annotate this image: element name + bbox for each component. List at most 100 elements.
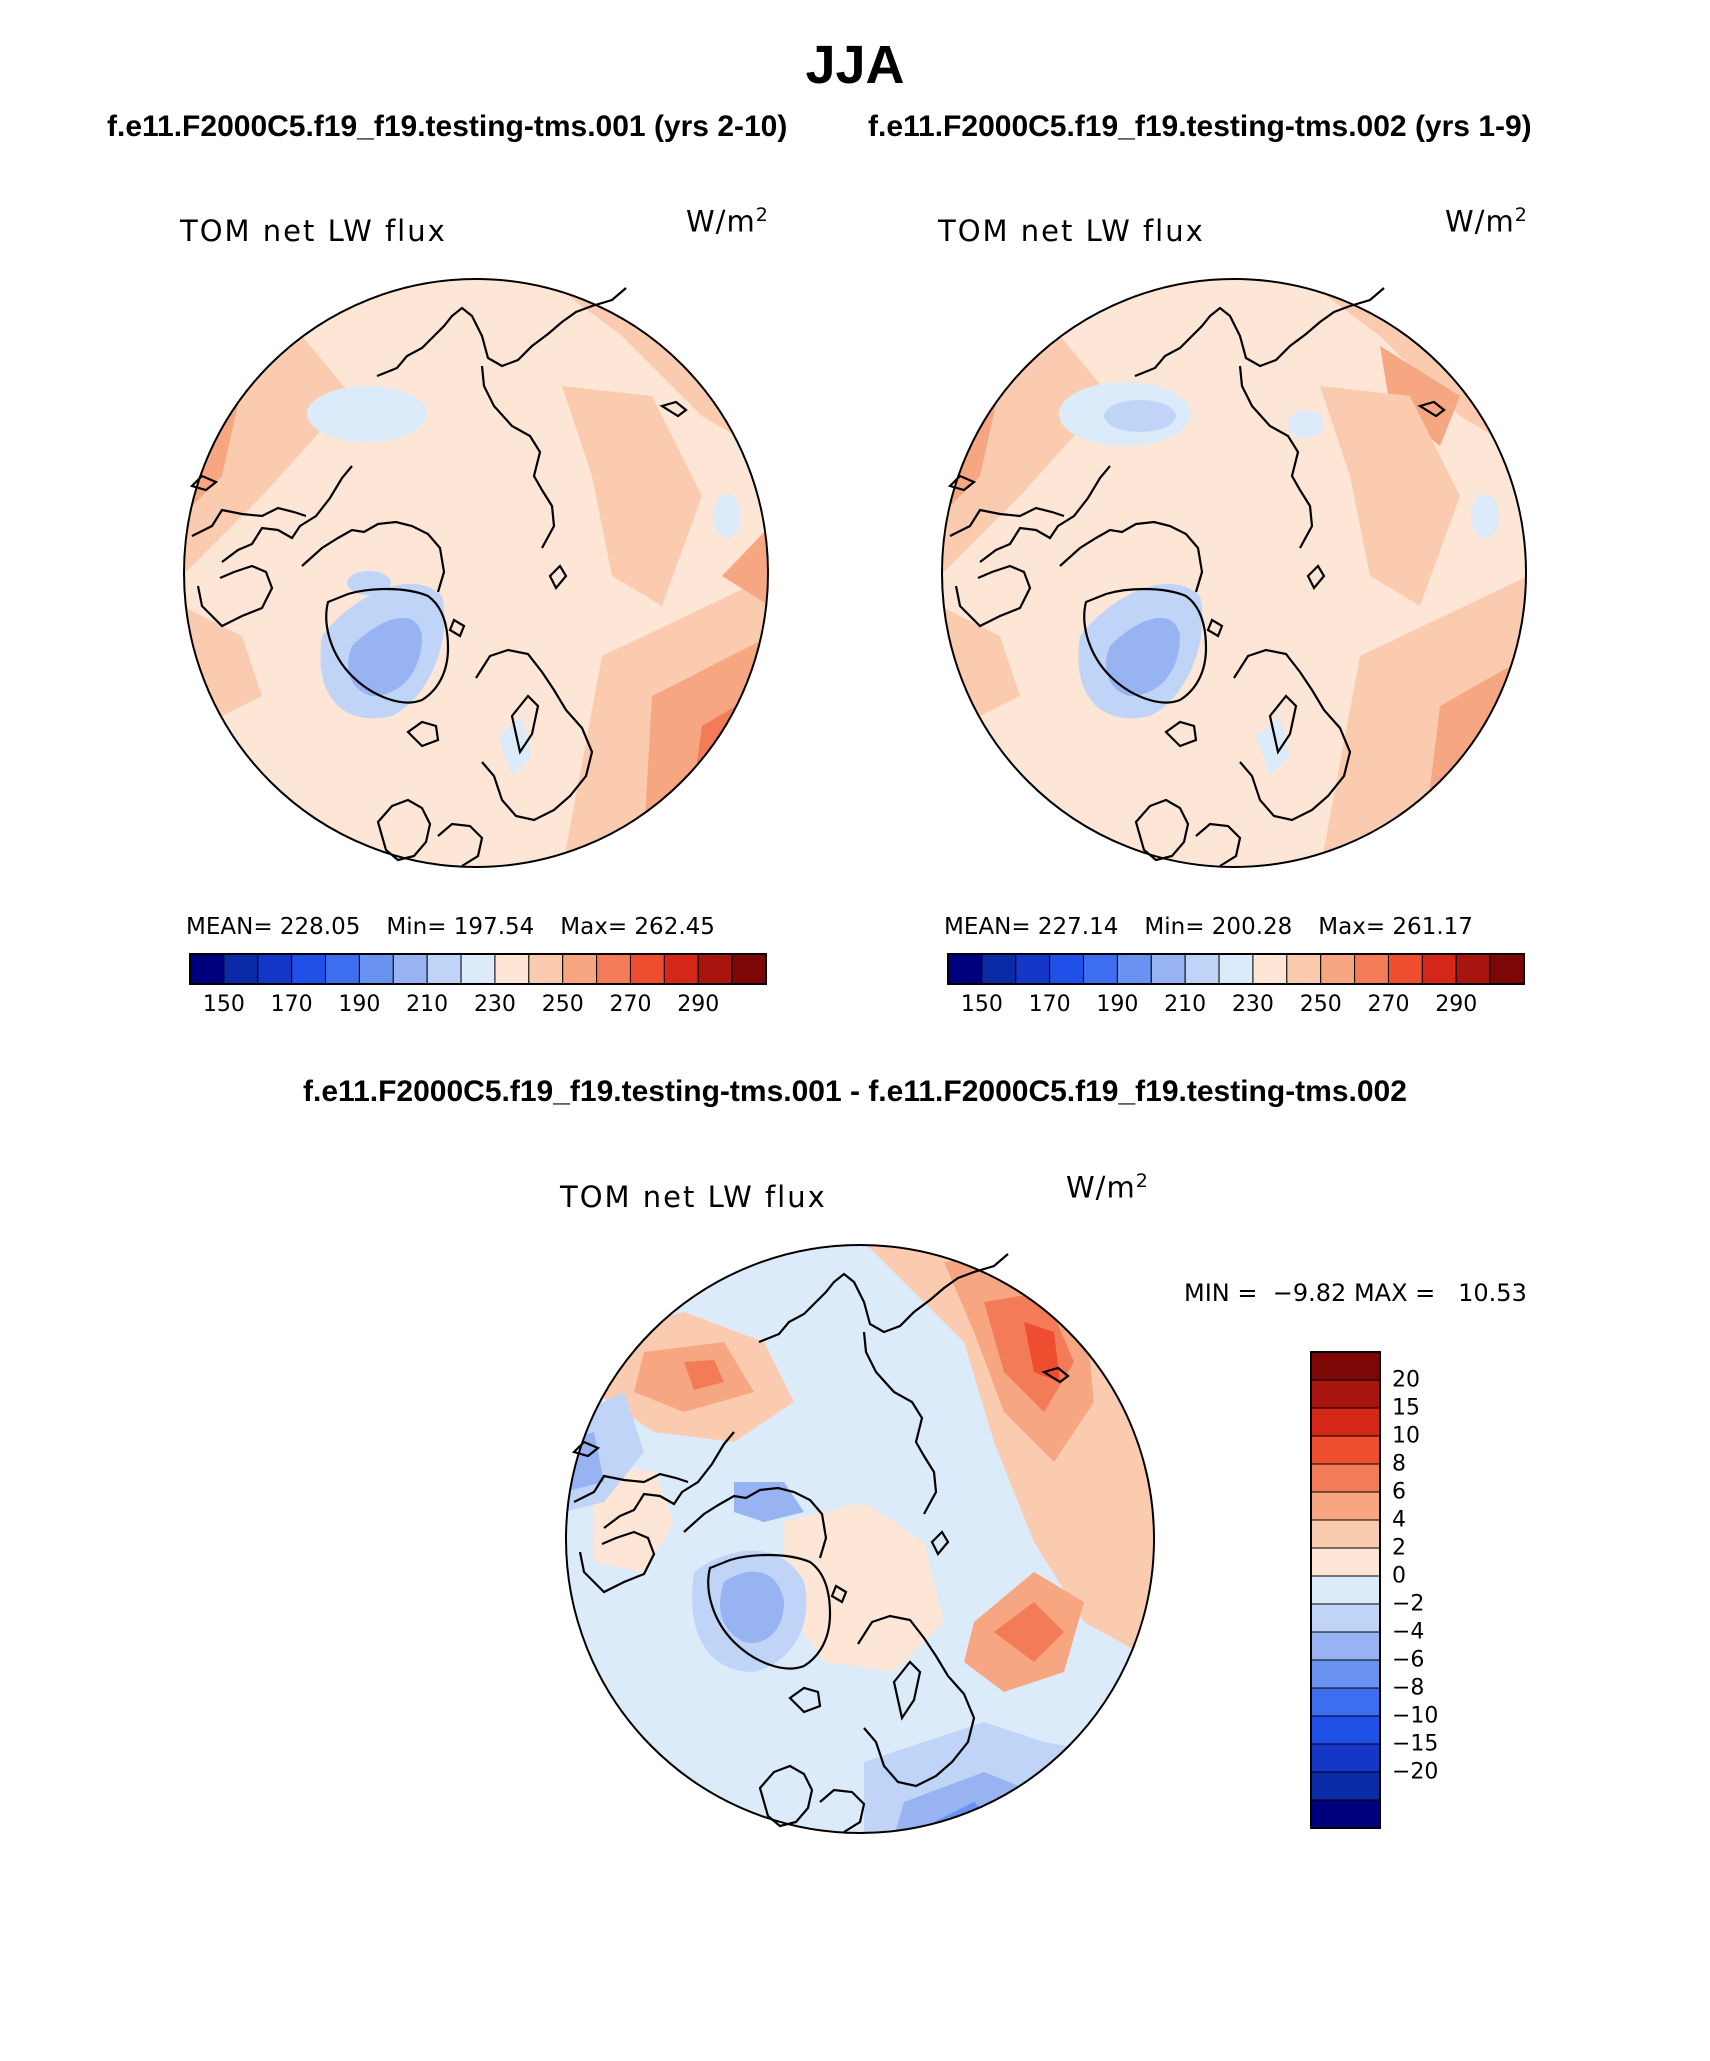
map-fill-cool-greenland-core [1106, 617, 1180, 696]
colorbar-cell [1252, 953, 1288, 985]
colorbar-tick-label: 170 [1028, 992, 1071, 1017]
colorbar-tick-label: 150 [960, 992, 1003, 1017]
colorbar-cell [1310, 1407, 1381, 1437]
right-case-title: f.e11.F2000C5.f19_f19.testing-tms.002 (y… [868, 110, 1532, 143]
colorbar-cell [981, 953, 1017, 985]
map-fill-cool-north [1288, 410, 1324, 438]
coastline-alaska [573, 1472, 689, 1503]
colorbar-cell [697, 953, 733, 985]
colorbar-tick-label: 250 [1299, 992, 1342, 1017]
colorbar-frame [947, 953, 1525, 985]
colorbar-cell [1489, 953, 1525, 985]
colorbar-cell [358, 953, 394, 985]
coastline-svalbard [830, 1584, 848, 1604]
colorbar-tick-label: −15 [1392, 1731, 1439, 1757]
coastline-novaya-zemlya [548, 564, 568, 590]
colorbar-cell [1310, 1715, 1381, 1745]
colorbar-cell [1083, 953, 1118, 985]
right-colorbar-ticks: 150 170 190 210 230 250 270 290 [948, 992, 1524, 1022]
colorbar-cell [257, 953, 293, 985]
colorbar-cell [1310, 1659, 1381, 1689]
map-fill-warm-east-peak [1024, 1322, 1060, 1382]
colorbar-tick-label: 0 [1392, 1563, 1406, 1589]
colorbar-tick-label: 20 [1392, 1367, 1420, 1393]
colorbar-cell [1455, 953, 1491, 985]
left-units: W/m2 [686, 204, 769, 239]
colorbar-tick-label: 170 [270, 992, 313, 1017]
coastline-baltic [1268, 694, 1298, 755]
colorbar-cell [562, 953, 598, 985]
colorbar-cell [1184, 953, 1220, 985]
diff-polar-map [565, 1244, 1155, 1834]
colorbar-tick-label: 10 [1392, 1423, 1420, 1449]
map-fill-cool-baltic [1256, 716, 1290, 776]
colorbar-cell [1310, 1351, 1381, 1381]
coastline-iceland [406, 720, 440, 748]
map-fill-warm-north-core [1380, 346, 1460, 446]
colorbar-cell [189, 953, 225, 985]
colorbar-cell [1310, 1771, 1381, 1801]
colorbar-cell [494, 953, 530, 985]
map-fill-warm-east-edge [722, 526, 768, 606]
right-polar-map [941, 278, 1527, 868]
colorbar-cell [1116, 953, 1152, 985]
colorbar-tick-label: 270 [1367, 992, 1410, 1017]
coastline-scandinavia [857, 1614, 976, 1788]
figure-title: JJA [805, 35, 905, 95]
coastline-kamchatka [659, 400, 688, 418]
coastline-scandinavia [1233, 648, 1352, 822]
colorbar-tick-label: 150 [202, 992, 245, 1017]
diff-title: f.e11.F2000C5.f19_f19.testing-tms.001 - … [303, 1075, 1407, 1108]
colorbar-tick-label: 210 [406, 992, 449, 1017]
colorbar-tick-label: 270 [609, 992, 652, 1017]
colorbar-cell [1310, 1379, 1381, 1409]
left-field-label: TOM net LW flux [180, 214, 447, 248]
coastline-novaya-zemlya [930, 1530, 950, 1556]
coastline-svalbard [448, 618, 466, 638]
map-boundary [565, 1244, 1155, 1834]
left-case-title: f.e11.F2000C5.f19_f19.testing-tms.001 (y… [107, 110, 788, 143]
colorbar-cell [1310, 1519, 1381, 1549]
coastline-iceland [1164, 720, 1198, 748]
coastline-eurasia-shelf [480, 365, 556, 549]
map-fill-warm-east [1320, 386, 1460, 606]
map-fill-cool-east [713, 494, 741, 538]
coastline-canada-north [221, 465, 353, 563]
coastline-archipelago [683, 1486, 828, 1559]
colorbar-tick-label: −20 [1392, 1759, 1439, 1785]
left-colorbar-ticks: 150 170 190 210 230 250 270 290 [190, 992, 766, 1022]
coastline-europe [437, 822, 484, 867]
colorbar-tick-label: −2 [1392, 1591, 1425, 1617]
map-boundary [941, 278, 1527, 868]
colorbar-cell [1387, 953, 1423, 985]
colorbar-tick-label: 6 [1392, 1479, 1406, 1505]
diff-field-label: TOM net LW flux [560, 1180, 827, 1214]
diff-colorbar [1310, 1351, 1381, 1829]
colorbar-tick-label: 230 [1231, 992, 1274, 1017]
coastline-canada-north [979, 465, 1111, 563]
colorbar-cell [1354, 953, 1389, 985]
colorbar-cell [460, 953, 496, 985]
colorbar-cell [291, 953, 327, 985]
coastline-hudson [578, 1530, 656, 1594]
coastline-greenland [707, 1553, 832, 1670]
colorbar-tick-label: −8 [1392, 1675, 1425, 1701]
colorbar-cell [1150, 953, 1186, 985]
colorbar-cell [1310, 1603, 1381, 1633]
coastline-europe [1195, 822, 1242, 867]
colorbar-cell [1015, 953, 1051, 985]
coastline-greenland [325, 587, 450, 704]
coastline-archipelago [301, 520, 446, 593]
colorbar-frame [189, 953, 767, 985]
coastline-iceland [788, 1686, 822, 1714]
colorbar-cell [1320, 953, 1356, 985]
colorbar-cell [1310, 1491, 1381, 1521]
coastline-alaska [949, 506, 1065, 537]
coastline-europe [819, 1788, 866, 1833]
left-polar-map [183, 278, 769, 868]
coastline-baltic [892, 1660, 922, 1721]
colorbar-tick-label: 190 [338, 992, 381, 1017]
colorbar-cell [629, 953, 665, 985]
colorbar-cell [1310, 1463, 1381, 1493]
colorbar-tick-label: −10 [1392, 1703, 1439, 1729]
